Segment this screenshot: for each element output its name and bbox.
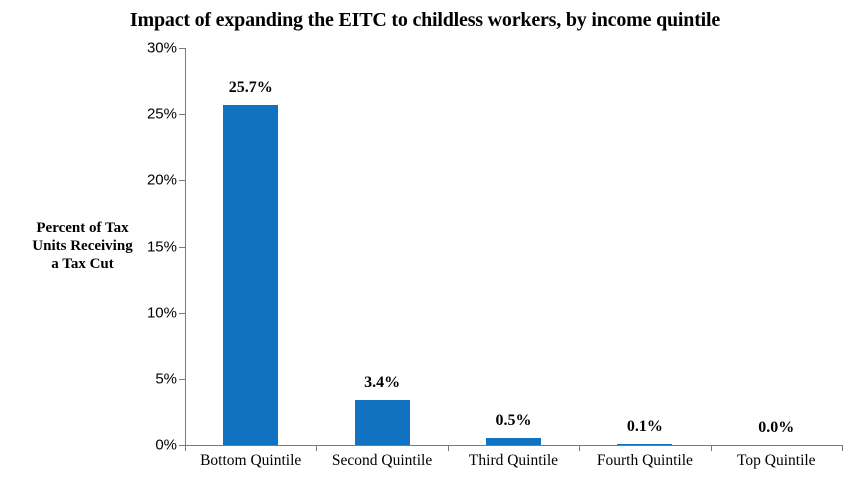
- y-tick-mark: [179, 246, 185, 248]
- y-axis-title-line: Percent of Tax: [36, 220, 129, 236]
- bar-data-label: 0.1%: [626, 417, 663, 435]
- bar-third-quintile: [486, 438, 541, 445]
- chart-title: Impact of expanding the EITC to childles…: [129, 9, 721, 31]
- y-tick-mark: [179, 378, 185, 380]
- y-tick-mark: [179, 312, 185, 314]
- y-axis-line: [185, 48, 186, 450]
- y-tick-mark: [179, 48, 185, 49]
- x-tick-mark: [710, 445, 712, 451]
- x-tick-mark: [447, 445, 449, 451]
- x-tick-mark: [185, 445, 186, 451]
- y-tick-label: 20%: [146, 171, 177, 189]
- y-axis-title-line: Units Receiving: [32, 238, 133, 254]
- x-axis-line: [185, 445, 842, 446]
- y-tick-label: 0%: [155, 436, 177, 454]
- y-tick-label: 15%: [146, 238, 177, 255]
- x-category-label: Fourth Quintile: [596, 452, 693, 469]
- bar-data-label: 3.4%: [364, 374, 401, 391]
- x-tick-mark: [842, 445, 843, 451]
- bar-data-label: 25.7%: [228, 78, 273, 96]
- y-axis-title: Percent of Tax Units Receiving a Tax Cut: [5, 219, 160, 273]
- bar-data-label: 0.5%: [495, 412, 532, 430]
- y-tick-mark: [179, 114, 185, 116]
- bar-fourth-quintile: [617, 443, 673, 445]
- x-tick-mark: [316, 445, 318, 451]
- plot-area: 0% 5% 10% 15% 20% 25% 30% 25.7% 3.4% 0.5% 0.1% 0.0…: [147, 40, 843, 469]
- x-category-label: Bottom Quintile: [200, 452, 302, 469]
- x-category-label: Second Quintile: [331, 452, 433, 469]
- x-tick-mark: [579, 445, 581, 451]
- y-tick-mark: [179, 445, 185, 446]
- y-tick-label: 10%: [146, 304, 177, 322]
- x-category-label: Third Quintile: [468, 452, 559, 469]
- y-tick-label: 5%: [155, 370, 177, 388]
- x-category-label: Top Quintile: [737, 452, 816, 469]
- y-tick-label: 25%: [146, 105, 177, 123]
- bar-bottom-quintile: [223, 104, 279, 445]
- y-axis-title-line: a Tax Cut: [51, 256, 114, 272]
- y-tick-mark: [179, 180, 185, 182]
- y-tick-label: 30%: [146, 39, 177, 57]
- bar-second-quintile: [354, 400, 410, 445]
- bar-data-label: 0.0%: [758, 419, 795, 436]
